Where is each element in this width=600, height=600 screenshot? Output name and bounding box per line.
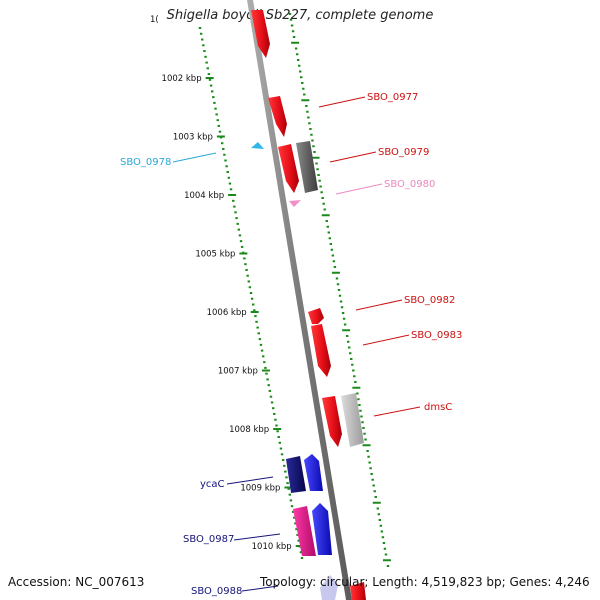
label-sbo-0980[interactable]: SBO_0980 xyxy=(384,179,435,190)
gene-arrow-dmsc-gray[interactable] xyxy=(341,393,364,447)
kbp-label: 1008 kbp xyxy=(229,425,269,435)
label-ycac[interactable]: ycaC xyxy=(200,479,225,490)
genome-backbone xyxy=(247,0,352,600)
gene-arrow-sbo-0977[interactable] xyxy=(268,96,287,137)
gene-tick-track-right xyxy=(288,13,391,567)
gene-arrow-sbo-0983[interactable] xyxy=(311,324,331,377)
label-sbo-0978[interactable]: SBO_0978 xyxy=(120,157,171,168)
label-sbo-0988[interactable]: SBO_0988 xyxy=(191,586,242,597)
kbp-label: 1005 kbp xyxy=(195,250,235,260)
gene-arrow-dmsc[interactable] xyxy=(322,396,342,447)
gene-arrow-sbo-0988[interactable] xyxy=(320,575,338,600)
label-sbo-0977[interactable]: SBO_0977 xyxy=(367,92,418,103)
gene-label-group: SBO_0977 SBO_0978 SBO_0979 SBO_0980 SBO_… xyxy=(120,92,462,597)
accession-label: Accession: NC_007613 xyxy=(8,575,145,589)
gene-arrow-sbo-0987-blue[interactable] xyxy=(312,503,332,555)
genome-stats: Topology: circular; Length: 4,519,823 bp… xyxy=(260,575,590,589)
gene-arrow-ycac-blue[interactable] xyxy=(304,454,323,491)
label-sbo-0982[interactable]: SBO_0982 xyxy=(404,295,455,306)
label-sbo-0987[interactable]: SBO_0987 xyxy=(183,534,234,545)
gene-arrow-sbo-0982[interactable] xyxy=(308,308,324,324)
kbp-labels: 1002 kbp 1003 kbp 1004 kbp 1005 kbp 1006 kbp… xyxy=(162,74,292,552)
kbp-label: 1003 kbp xyxy=(173,133,213,143)
gene-arrow-sbo-0979[interactable] xyxy=(278,144,299,193)
label-sbo-0983[interactable]: SBO_0983 xyxy=(411,330,462,341)
kbp-tick-track-left xyxy=(198,27,304,559)
genome-title: Shigella boydii Sb227, complete genome xyxy=(166,8,434,23)
gene-arrow-sbo-0987-magenta[interactable] xyxy=(293,506,316,556)
label-dmsc[interactable]: dmsC xyxy=(424,402,452,413)
kbp-label-fragment: 1( xyxy=(150,15,159,25)
gene-arrow-sbo-0978[interactable] xyxy=(251,142,264,149)
leader-lines xyxy=(172,96,421,592)
kbp-label: 1002 kbp xyxy=(162,74,202,84)
gene-arrow-sbo-0979-gray[interactable] xyxy=(296,141,318,193)
kbp-label: 1006 kbp xyxy=(207,308,247,318)
gene-arrow-ycac-navy[interactable] xyxy=(286,456,306,493)
kbp-label: 1010 kbp xyxy=(252,542,292,552)
genes xyxy=(251,10,366,600)
gene-arrow-top[interactable] xyxy=(251,10,270,58)
kbp-label: 1009 kbp xyxy=(240,484,280,494)
label-sbo-0979[interactable]: SBO_0979 xyxy=(378,147,429,158)
gene-arrow-sbo-0980[interactable] xyxy=(289,200,301,207)
gene-arrow-bottom[interactable] xyxy=(350,582,366,600)
kbp-label: 1007 kbp xyxy=(218,367,258,377)
kbp-label: 1004 kbp xyxy=(184,191,224,201)
